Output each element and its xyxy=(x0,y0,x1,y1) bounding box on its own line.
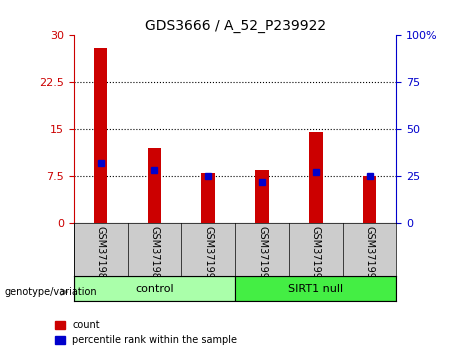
Bar xyxy=(309,132,323,223)
Text: control: control xyxy=(135,284,174,293)
Text: GSM371990: GSM371990 xyxy=(203,226,213,285)
Bar xyxy=(255,170,269,223)
Text: genotype/variation: genotype/variation xyxy=(5,287,97,297)
Text: GSM371991: GSM371991 xyxy=(257,226,267,285)
Title: GDS3666 / A_52_P239922: GDS3666 / A_52_P239922 xyxy=(145,19,325,33)
Bar xyxy=(94,48,107,223)
Bar xyxy=(235,276,396,301)
Bar xyxy=(74,276,235,301)
Legend: count, percentile rank within the sample: count, percentile rank within the sample xyxy=(51,316,241,349)
Text: GSM371993: GSM371993 xyxy=(365,226,375,285)
Bar xyxy=(148,148,161,223)
Bar xyxy=(363,176,376,223)
Bar xyxy=(201,173,215,223)
Text: SIRT1 null: SIRT1 null xyxy=(288,284,343,293)
Text: GSM371992: GSM371992 xyxy=(311,226,321,285)
Text: GSM371989: GSM371989 xyxy=(149,226,160,285)
Text: GSM371988: GSM371988 xyxy=(95,226,106,285)
